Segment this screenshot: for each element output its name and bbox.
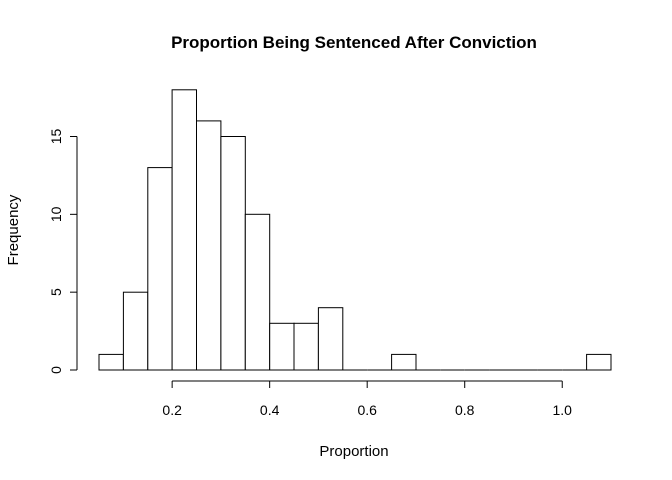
histogram-bar-7 — [269, 322, 295, 371]
chart-title: Proportion Being Sentenced After Convict… — [171, 33, 537, 52]
x-axis-label: Proportion — [319, 443, 388, 460]
y-tick-label-0: 0 — [48, 366, 64, 374]
histogram-bar-1 — [122, 291, 149, 371]
histogram-bar-12 — [391, 353, 417, 371]
histogram-bar-4 — [196, 120, 222, 371]
x-tick-label-0: 0.2 — [162, 402, 182, 418]
x-tick-label-3: 0.8 — [455, 402, 475, 418]
y-tick-label-1: 5 — [48, 288, 64, 296]
y-tick-label-2: 10 — [48, 206, 64, 222]
y-axis-label: Frequency — [5, 194, 22, 265]
histogram-bar-6 — [244, 213, 271, 371]
histogram-bar-20 — [586, 353, 612, 371]
y-axis: 0 5 10 15 — [48, 129, 78, 374]
x-tick-label-2: 0.6 — [357, 402, 377, 418]
histogram-bar-2 — [147, 167, 173, 371]
histogram-bar-9 — [317, 307, 344, 371]
histogram-bar-5 — [220, 136, 246, 371]
x-tick-label-4: 1.0 — [553, 402, 573, 418]
histogram-bar-0 — [98, 353, 124, 371]
bars-group — [98, 89, 612, 371]
x-axis: 0.2 0.4 0.6 0.8 1.0 — [162, 380, 573, 418]
histogram-bar-8 — [293, 322, 319, 371]
x-tick-label-1: 0.4 — [260, 402, 280, 418]
histogram-bar-3 — [171, 89, 198, 371]
y-tick-label-3: 15 — [48, 129, 64, 145]
